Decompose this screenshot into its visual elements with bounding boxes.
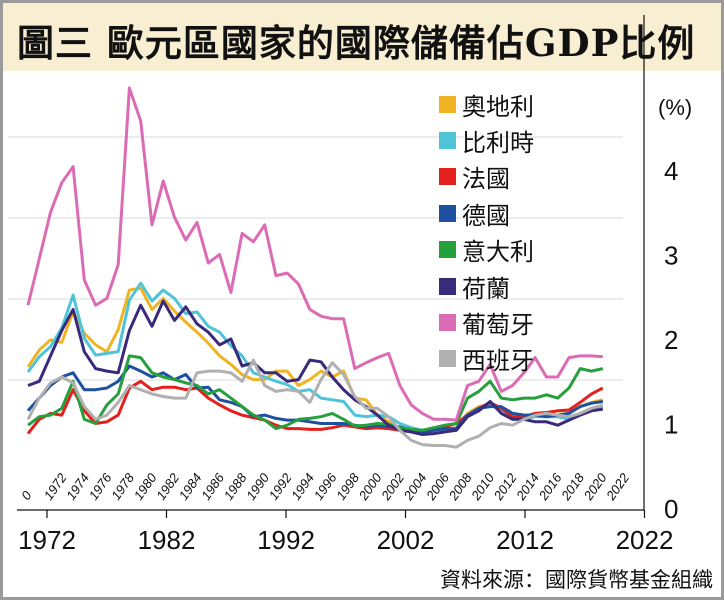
legend-label: 意大利 [462, 238, 534, 267]
series-line-荷蘭 [27, 299, 604, 436]
x-minor-tick-label: 1976 [86, 470, 115, 503]
legend-swatch [439, 168, 456, 186]
y-tick-label: 2 [664, 325, 678, 355]
legend: 奧地利比利時法國德國意大利荷蘭葡萄牙西班牙 [439, 86, 599, 377]
legend-item: 比利時 [439, 122, 599, 158]
x-minor-tick-label: 1992 [266, 470, 295, 503]
legend-swatch [439, 277, 456, 295]
legend-label: 葡萄牙 [462, 311, 534, 340]
series-line-葡萄牙 [26, 86, 603, 422]
x-minor-tick-label: 1982 [153, 470, 182, 503]
legend-label: 西班牙 [462, 347, 534, 376]
legend-item: 荷蘭 [439, 268, 599, 304]
x-minor-tick-label: 1994 [288, 470, 317, 502]
x-minor-tick-label: 2020 [580, 470, 610, 504]
x-minor-tick-label: 1988 [221, 470, 250, 503]
legend-swatch [439, 314, 456, 332]
series-line-意大利 [27, 354, 604, 432]
x-major-tick-label: 2022 [616, 525, 674, 555]
legend-item: 葡萄牙 [439, 304, 599, 340]
x-minor-tick-label: 1998 [333, 470, 362, 503]
series-line-法國 [26, 379, 604, 435]
legend-label: 德國 [462, 201, 510, 230]
x-minor-tick-label: 2004 [400, 470, 429, 503]
x-minor-tick-label: 2006 [423, 470, 453, 504]
x-minor-tick-label: 2012 [490, 470, 520, 504]
x-minor-tick-label: 2008 [445, 470, 475, 504]
x-minor-tick-label: 2010 [468, 470, 498, 504]
x-major-tick-label: 1972 [18, 525, 76, 555]
x-minor-tick-label: 1984 [176, 470, 205, 502]
legend-item: 奧地利 [439, 86, 599, 122]
series-line-西班牙 [26, 358, 604, 449]
legend-swatch [439, 350, 456, 368]
legend-swatch [439, 132, 456, 150]
legend-label: 法國 [462, 165, 510, 194]
legend-label: 比利時 [462, 129, 534, 158]
legend-item: 西班牙 [439, 341, 599, 377]
legend-item: 法國 [439, 159, 599, 195]
x-minor-tick-label: 0 [18, 488, 35, 503]
x-minor-tick-label: 2018 [558, 470, 588, 504]
x-minor-tick-label: 1990 [243, 470, 272, 503]
chart-title: 圖三 歐元區國家的國際儲備佔GDP比例 [17, 21, 696, 65]
x-minor-tick-label: 2002 [378, 470, 408, 504]
x-minor-tick-label: 1978 [108, 470, 137, 503]
legend-label: 荷蘭 [462, 274, 510, 303]
title-band: 圖三 歐元區國家的國際儲備佔GDP比例 [3, 3, 721, 71]
x-minor-tick-label: 1972 [41, 470, 70, 503]
x-major-tick-label: 2002 [377, 525, 435, 555]
y-unit-label: (%) [658, 95, 692, 120]
y-tick-label: 0 [664, 494, 678, 524]
x-minor-tick-label: 1980 [131, 470, 160, 503]
x-major-tick-label: 1982 [138, 525, 196, 555]
x-major-tick-label: 2012 [496, 525, 554, 555]
x-minor-tick-label: 2016 [535, 470, 565, 504]
legend-label: 奧地利 [462, 92, 534, 121]
x-major-tick-label: 1992 [257, 525, 315, 555]
series-lines [26, 86, 604, 449]
legend-item: 意大利 [439, 232, 599, 268]
legend-swatch [439, 204, 456, 222]
chart-frame: 圖三 歐元區國家的國際儲備佔GDP比例 0 1 2 3 4 (%) 1972 1982 1992… [3, 3, 721, 597]
x-minor-tick-label: 1986 [198, 470, 227, 503]
x-minor-tick-label: 1996 [311, 470, 340, 503]
y-tick-label: 1 [664, 410, 678, 440]
legend-item: 德國 [439, 195, 599, 231]
y-tick-label: 3 [664, 241, 678, 271]
legend-swatch [439, 241, 456, 259]
x-minor-tick-label: 2014 [513, 470, 542, 503]
x-minor-tick-label: 2000 [355, 470, 385, 504]
x-minor-tick-label: 2022 [603, 470, 633, 504]
source-note: 資料來源：國際貨幣基金組織 [440, 568, 713, 592]
gridlines [8, 136, 623, 381]
legend-swatch [439, 95, 456, 113]
x-minor-tick-label: 1974 [63, 470, 92, 502]
y-tick-label: 4 [664, 156, 678, 186]
